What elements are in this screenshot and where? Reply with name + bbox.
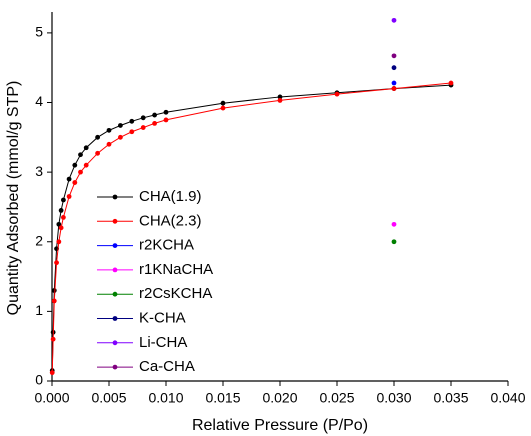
x-axis-title: Relative Pressure (P/Po) <box>192 417 368 434</box>
legend-marker <box>112 243 118 249</box>
data-point <box>220 100 226 106</box>
data-point <box>152 120 158 126</box>
data-point <box>334 91 340 97</box>
data-point <box>51 288 57 293</box>
y-tick-label: 1 <box>35 302 43 318</box>
data-point <box>140 125 146 130</box>
data-point <box>129 118 135 124</box>
data-point <box>61 214 66 220</box>
data-point <box>391 80 397 86</box>
data-point <box>61 197 66 203</box>
data-point <box>58 208 64 213</box>
x-tick-label: 0.030 <box>376 390 411 406</box>
data-point <box>391 221 397 227</box>
y-tick-label: 4 <box>35 93 43 109</box>
data-point <box>49 370 55 376</box>
x-tick-label: 0.020 <box>262 390 297 406</box>
data-point <box>118 134 123 140</box>
data-point <box>106 127 112 133</box>
y-tick-label: 2 <box>35 232 43 248</box>
y-tick-label: 0 <box>35 372 43 388</box>
legend-marker <box>112 291 118 297</box>
x-tick-label: 0.005 <box>91 390 126 406</box>
legend-marker <box>112 316 118 321</box>
x-tick-label: 0.035 <box>433 390 468 406</box>
data-point <box>72 180 78 185</box>
y-tick-label: 5 <box>35 24 43 40</box>
data-point <box>66 194 72 199</box>
data-point <box>163 117 169 123</box>
data-point <box>152 112 158 118</box>
x-tick-label: 0.010 <box>148 390 183 406</box>
data-point <box>391 53 397 59</box>
legend-marker <box>112 340 118 346</box>
legend-label: Ca-CHA <box>139 358 195 375</box>
data-point <box>56 221 62 227</box>
series-line <box>51 84 452 371</box>
x-tick-label: 0.025 <box>319 390 354 406</box>
y-tick-label: 3 <box>35 163 43 179</box>
legend-label: r2CsKCHA <box>139 285 212 302</box>
data-point <box>72 162 78 168</box>
data-point <box>106 141 112 147</box>
data-point <box>118 123 123 128</box>
data-point <box>78 169 83 175</box>
data-point <box>391 239 397 245</box>
y-axis-title: Quantity Adsorbed (mmol/g STP) <box>5 81 22 316</box>
data-point <box>83 145 89 151</box>
data-point <box>95 134 100 140</box>
data-point <box>54 260 59 266</box>
data-point <box>391 17 397 23</box>
data-point <box>391 65 397 71</box>
legend-marker <box>112 194 118 200</box>
data-point <box>448 80 454 86</box>
data-point <box>277 94 283 100</box>
legend-label: K-CHA <box>139 309 186 326</box>
data-point <box>50 336 56 342</box>
data-point <box>220 105 226 111</box>
legend-marker <box>112 218 118 224</box>
legend-marker <box>112 267 118 273</box>
data-point <box>83 162 89 168</box>
x-tick-label: 0.040 <box>490 390 525 406</box>
x-tick-label: 0.000 <box>34 390 69 406</box>
series-line <box>51 82 452 373</box>
legend-label: CHA(1.9) <box>139 188 202 205</box>
data-point <box>66 176 72 182</box>
legend-label: CHA(2.3) <box>139 212 202 229</box>
legend-label: Li-CHA <box>139 334 187 351</box>
legend-label: r2KCHA <box>139 237 194 254</box>
data-point <box>391 86 397 91</box>
legend-label: r1KNaCHA <box>139 261 213 278</box>
data-point <box>163 109 169 115</box>
data-point <box>56 239 62 245</box>
legend-marker <box>112 364 118 370</box>
x-tick-label: 0.015 <box>205 390 240 406</box>
data-point <box>140 115 146 121</box>
data-point <box>58 225 64 231</box>
data-point <box>129 129 135 135</box>
data-point <box>95 150 100 156</box>
data-point <box>277 98 283 103</box>
data-point <box>51 298 57 304</box>
data-point <box>78 152 83 158</box>
